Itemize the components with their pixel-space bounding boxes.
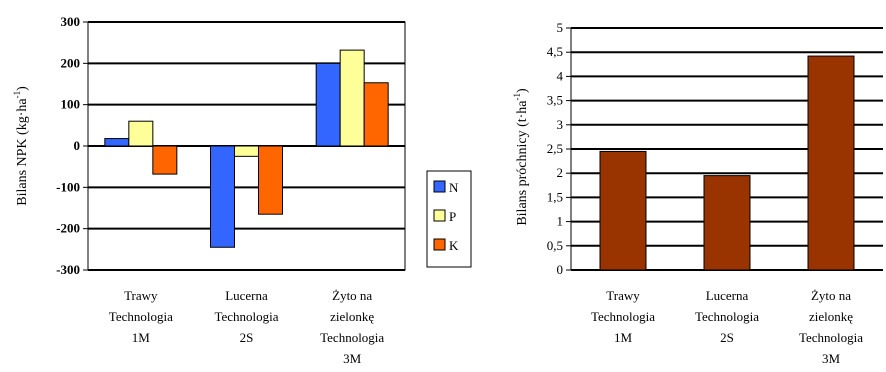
y-tick-label: 5 (557, 20, 564, 35)
legend-label-n: N (449, 180, 459, 195)
x-category-label: Lucerna (225, 288, 268, 303)
y-tick-label: 2,5 (547, 141, 563, 156)
y-tick-label: 3 (557, 117, 564, 132)
plot-frame (87, 21, 406, 271)
x-category-label: zielonkę (809, 309, 853, 324)
legend-label-k: K (449, 238, 459, 253)
bar (807, 55, 855, 271)
x-category-label: 2S (720, 330, 734, 345)
x-category-label: Technologia (591, 309, 655, 324)
x-category-label: Żyto na (332, 288, 372, 303)
bar-k (258, 145, 283, 215)
bar (703, 175, 751, 271)
y-tick-label: 4,5 (547, 44, 563, 59)
legend-label-p: P (449, 209, 456, 224)
npk-balance-chart: 300 200 100 0 -100 -200 -300 Trawy Technologia 1M… (12, 14, 472, 366)
x-category-label: Technologia (695, 309, 759, 324)
x-category-label: Trawy (124, 288, 158, 303)
y-tick-label: 200 (61, 55, 81, 70)
x-category-label: 3M (343, 351, 362, 366)
y-tick-label: 4 (557, 68, 564, 83)
humus-balance-chart: 5 4,5 4 3,5 3 2,5 2 1,5 1 0,5 0 Trawy Technologia 1M L… (512, 20, 883, 366)
x-category-label: Lucerna (706, 288, 749, 303)
legend-swatch-n (433, 180, 446, 193)
y-tick-label: 2 (557, 165, 564, 180)
x-category-label: Trawy (606, 288, 640, 303)
x-category-label: zielonkę (330, 309, 374, 324)
y-tick-label: 0 (557, 262, 564, 277)
bar-p (128, 120, 154, 147)
bar-k (363, 82, 389, 147)
y-tick-label: -100 (56, 179, 80, 194)
x-category-label: Technologia (109, 309, 173, 324)
bar (599, 150, 647, 271)
y-axis-label-superscript: -1 (12, 91, 22, 99)
legend-swatch-p (433, 209, 446, 222)
x-category-label: 3M (822, 351, 841, 366)
bar-n (315, 62, 341, 147)
y-tick-label: -200 (56, 221, 80, 236)
x-category-label: 1M (132, 330, 151, 345)
y-tick-label: 1 (557, 214, 564, 229)
y-tick-label: -300 (56, 262, 80, 277)
y-tick-label: 300 (61, 14, 81, 29)
bar-n (104, 138, 130, 147)
legend-swatch-k (433, 238, 446, 251)
x-category-label: 2S (240, 330, 254, 345)
y-tick-label: 0 (74, 138, 81, 153)
y-axis-label: Bilans NPK (kg·ha-1) (12, 86, 30, 206)
bar-n (210, 145, 235, 248)
x-category-label: Technologia (214, 309, 278, 324)
x-category-label: Technologia (799, 330, 863, 345)
y-axis-label-tail: ) (515, 88, 530, 93)
bar-k (152, 145, 178, 175)
x-category-label: 1M (614, 330, 633, 345)
bar-p (339, 49, 365, 147)
y-axis-label-superscript: -1 (512, 93, 522, 101)
y-axis-label: Bilans próchnicy (t·ha-1) (512, 88, 530, 226)
x-category-label: Technologia (320, 330, 384, 345)
y-tick-label: 0,5 (547, 238, 563, 253)
y-tick-label: 1,5 (547, 189, 563, 204)
y-tick-label: 3,5 (547, 93, 563, 108)
y-tick-label: 100 (61, 97, 81, 112)
bar-p (234, 145, 259, 157)
x-category-label: Żyto na (811, 288, 851, 303)
y-axis-label-tail: ) (15, 86, 30, 91)
